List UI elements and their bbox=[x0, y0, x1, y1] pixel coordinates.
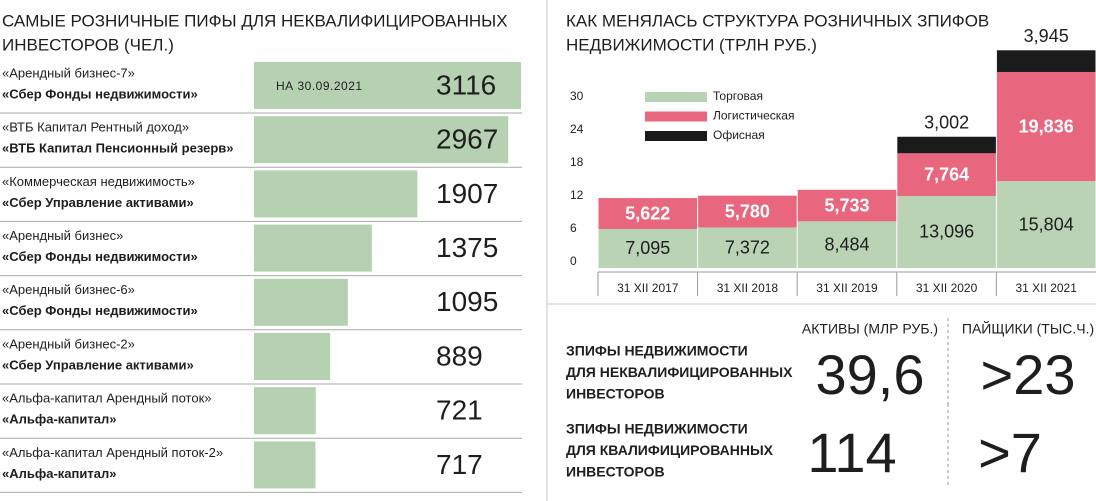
row-label: ИНВЕСТОРОВ bbox=[566, 386, 665, 402]
y-tick-label: 24 bbox=[570, 122, 584, 136]
fund-manager: «Сбер Управление активами» bbox=[2, 195, 194, 210]
annotation: НА 30.09.2021 bbox=[276, 79, 363, 93]
fund-name: «Арендный бизнес-7» bbox=[2, 65, 135, 80]
x-tick-label: 31 XII 2020 bbox=[916, 281, 978, 295]
row-label: ДЛЯ НЕКВАЛИФИЦИРОВАННЫХ bbox=[566, 364, 793, 380]
fund-name: «Коммерческая недвижимость» bbox=[2, 174, 195, 189]
chart-title: САМЫЕ РОЗНИЧНЫЕ ПИФЫ ДЛЯ НЕКВАЛИФИЦИРОВА… bbox=[2, 11, 508, 30]
fund-name: «Альфа-капитал Арендный поток-2» bbox=[2, 445, 223, 460]
value-label: 889 bbox=[436, 340, 483, 371]
value-label: 1907 bbox=[436, 178, 498, 209]
y-tick-label: 6 bbox=[570, 221, 577, 235]
value-label: 15,804 bbox=[1019, 214, 1074, 234]
row-label: ДЛЯ КВАЛИФИЦИРОВАННЫХ bbox=[566, 442, 774, 458]
legend-swatch bbox=[645, 111, 707, 122]
value-label: 3116 bbox=[436, 69, 496, 100]
legend-label: Логистическая bbox=[713, 109, 794, 123]
fund-manager: «Сбер Фонды недвижимости» bbox=[2, 249, 198, 264]
fund-name: «ВТБ Капитал Рентный доход» bbox=[2, 120, 189, 135]
column-header: АКТИВЫ (МЛР РУБ.) bbox=[802, 321, 938, 337]
bar-segment bbox=[698, 227, 797, 268]
fund-manager: «Сбер Фонды недвижимости» bbox=[2, 86, 198, 101]
bar-segment bbox=[598, 228, 698, 268]
bar-segment bbox=[897, 153, 996, 196]
value-label: 7,095 bbox=[625, 238, 670, 258]
y-tick-label: 0 bbox=[570, 254, 577, 268]
y-tick-label: 30 bbox=[570, 89, 584, 103]
fund-manager: «Сбер Фонды недвижимости» bbox=[2, 303, 198, 318]
value-label: 721 bbox=[436, 395, 483, 426]
chart-title: НЕДВИЖИМОСТИ (ТРЛН РУБ.) bbox=[566, 35, 817, 54]
cell-value: 39,6 bbox=[816, 343, 925, 406]
bar-segment bbox=[996, 50, 1096, 72]
fund-name: «Арендный бизнес-6» bbox=[2, 282, 135, 297]
value-label: 717 bbox=[436, 449, 483, 480]
value-label: 1375 bbox=[436, 232, 498, 263]
x-tick-label: 31 XII 2018 bbox=[717, 281, 779, 295]
x-tick-label: 31 XII 2021 bbox=[1016, 281, 1078, 295]
x-tick-label: 31 XII 2017 bbox=[617, 281, 679, 295]
value-label: 13,096 bbox=[919, 222, 974, 242]
cell-value: >7 bbox=[978, 421, 1042, 484]
fund-manager: «ВТБ Капитал Пенсионный резерв» bbox=[2, 141, 234, 156]
value-label: 5,733 bbox=[824, 195, 869, 215]
value-label: 19,836 bbox=[1019, 116, 1074, 136]
legend-label: Торговая bbox=[713, 89, 763, 103]
row-label: ЗПИФЫ НЕДВИЖИМОСТИ bbox=[566, 343, 748, 359]
bar-segment bbox=[897, 195, 996, 268]
bar bbox=[254, 170, 418, 218]
bar-segment bbox=[897, 136, 996, 154]
legend-label: Офисная bbox=[713, 128, 765, 142]
fund-name: «Арендный бизнес» bbox=[2, 228, 123, 243]
value-label: 3,002 bbox=[924, 113, 969, 133]
bar bbox=[254, 116, 509, 164]
chart-title: КАК МЕНЯЛАСЬ СТРУКТУРА РОЗНИЧНЫХ ЗПИФОВ bbox=[566, 11, 989, 30]
bar-segment bbox=[698, 195, 797, 228]
bar-segment bbox=[797, 189, 897, 222]
legend-swatch bbox=[645, 92, 707, 102]
value-label: 7,764 bbox=[924, 164, 969, 184]
bar bbox=[254, 224, 372, 272]
y-tick-label: 12 bbox=[570, 188, 584, 202]
bar-segment bbox=[996, 71, 1096, 182]
x-tick-label: 31 XII 2019 bbox=[816, 281, 878, 295]
bar-segment bbox=[996, 181, 1096, 268]
fund-manager: «Альфа-капитал» bbox=[2, 412, 116, 427]
bar-segment bbox=[797, 221, 897, 268]
fund-name: «Арендный бизнес-2» bbox=[2, 336, 135, 351]
row-label: ЗПИФЫ НЕДВИЖИМОСТИ bbox=[566, 421, 748, 437]
legend-swatch bbox=[645, 131, 707, 141]
column-header: ПАЙЩИКИ (ТЫС.Ч.) bbox=[962, 320, 1094, 337]
value-label: 5,622 bbox=[625, 203, 670, 223]
value-label: 3,945 bbox=[1024, 26, 1069, 46]
fund-manager: «Сбер Управление активами» bbox=[2, 357, 194, 372]
value-label: 2967 bbox=[436, 124, 498, 155]
bar-segment bbox=[598, 198, 698, 229]
cell-value: 114 bbox=[807, 421, 896, 484]
value-label: 8,484 bbox=[824, 234, 869, 254]
bar bbox=[254, 333, 331, 380]
bar bbox=[254, 387, 316, 435]
fund-name: «Альфа-капитал Арендный поток» bbox=[2, 391, 212, 406]
bar bbox=[254, 62, 521, 109]
cell-value: >23 bbox=[981, 343, 1076, 406]
value-label: 1095 bbox=[436, 286, 498, 317]
value-label: 7,372 bbox=[725, 237, 770, 257]
bar bbox=[254, 441, 316, 489]
bar bbox=[254, 278, 348, 326]
fund-manager: «Альфа-капитал» bbox=[2, 466, 116, 481]
row-label: ИНВЕСТОРОВ bbox=[566, 464, 665, 480]
value-label: 5,780 bbox=[725, 201, 770, 221]
y-tick-label: 18 bbox=[570, 155, 584, 169]
chart-title: ИНВЕСТОРОВ (ЧЕЛ.) bbox=[2, 35, 174, 54]
